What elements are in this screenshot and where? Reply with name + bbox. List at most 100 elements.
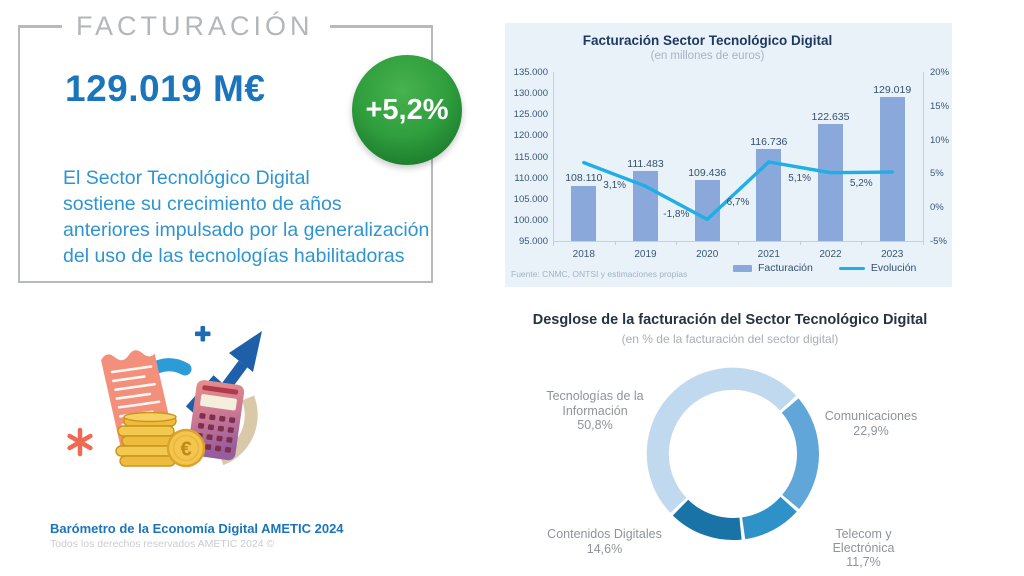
bar-line-plot: 95.000 100.000 105.000 110.000 115.000 120.00… [505, 23, 952, 287]
bar-chart-title: Facturación Sector Tecnológico Digital [582, 33, 833, 48]
donut-chart [646, 367, 820, 541]
growth-badge-value: +5,2% [365, 93, 449, 126]
y-left-tick-label: 105.000 [513, 193, 548, 205]
donut-label-value: 11,7% [846, 555, 881, 569]
bar [633, 171, 658, 241]
footer-title: Barómetro de la Economía Digital AMETIC … [50, 521, 344, 536]
description-line: sostiene su crecimiento de años [63, 193, 342, 215]
donut-label-tecnologias-informacion: Tecnologías de la Información 50,8% [535, 389, 655, 434]
bar [879, 97, 905, 241]
evolution-point-label: 3,1% [603, 180, 627, 192]
revenue-value: 129.019 M€ [65, 68, 266, 109]
donut-label-line: Información [562, 403, 628, 418]
bar-value-label: 111.483 [627, 157, 664, 170]
donut-chart-subtitle: (en % de la facturación del sector digit… [621, 332, 839, 346]
y-axis-right-line [923, 72, 924, 241]
donut-segment-tecnolog-as-de-la-informaci-n [646, 367, 797, 513]
bar [694, 180, 720, 241]
header-dash-left [18, 25, 62, 28]
evolution-point-label: 5,2% [849, 178, 873, 190]
x-axis-tick-mark [553, 241, 554, 245]
donut-label-line: Contenidos Digitales [547, 527, 662, 541]
y-left-tick-label: 125.000 [513, 109, 548, 121]
x-axis-label: 2018 [572, 249, 595, 260]
donut-label-value: 22,9% [853, 423, 889, 438]
evolucion-legend-label: Evolución [870, 262, 917, 274]
x-axis-label: 2020 [696, 249, 719, 260]
donut-chart-title: Desglose de la facturación del Sector Te… [532, 312, 928, 328]
donut-label-line: Telecom y Electrónica [832, 527, 895, 555]
y-right-tick-label: 10% [930, 134, 950, 146]
donut-segment-comunicaciones [781, 398, 820, 509]
footer: Barómetro de la Economía Digital AMETIC … [50, 521, 344, 550]
footer-copyright: Todos los derechos reservados AMETIC 202… [50, 538, 275, 550]
euro-coin-icon: € [166, 428, 206, 468]
facturacion-legend-swatch [733, 264, 752, 272]
chart-legend: Facturación Evolución [733, 262, 916, 274]
description-line: del uso de las tecnologías habilitadoras [63, 245, 405, 267]
x-axis-tick-mark [676, 241, 678, 245]
x-axis-label: 2019 [634, 249, 657, 260]
y-left-tick-label: 130.000 [513, 88, 548, 100]
bar-value-label: 122.635 [811, 110, 850, 123]
donut-segment-telecom-y-electr-nica [742, 496, 797, 540]
x-axis-label: 2022 [819, 249, 842, 260]
evolution-point-label: 6,7% [726, 196, 750, 208]
donut-label-value: 50,8% [577, 418, 613, 432]
bar-value-label: 129.019 [873, 83, 912, 96]
donut-label-value: 14,6% [586, 541, 623, 556]
x-axis-tick-mark [923, 241, 924, 245]
header-dash-right [329, 25, 433, 28]
y-left-tick-label: 120.000 [513, 130, 548, 142]
donut-label-line: Comunicaciones [824, 409, 918, 423]
facturacion-box: FACTURACIÓN 129.019 M€ +5,2% El Sector T… [18, 11, 462, 283]
y-right-tick-label: 20% [930, 67, 950, 78]
donut-label-telecom-electronica: Telecom y Electrónica 11,7% [806, 527, 921, 571]
description-line: anteriores impulsado por la generalizaci… [63, 219, 430, 241]
finance-illustration-svg: € [67, 326, 262, 468]
facturacion-header: FACTURACIÓN [18, 11, 433, 42]
donut-label-line: Tecnologías de la [546, 389, 644, 403]
donut-label-comunicaciones: Comunicaciones 22,9% [816, 409, 926, 439]
source-note: Fuente: CNMC, ONTSI y estimaciones propi… [511, 269, 688, 279]
description-line: El Sector Tecnológico Digital [63, 167, 310, 189]
plus-icon [195, 326, 211, 342]
x-axis-tick-mark [861, 241, 863, 245]
y-left-tick-label: 100.000 [513, 214, 548, 226]
y-left-tick-label: 135.000 [513, 67, 548, 78]
evolution-point-label: -1,8% [663, 208, 690, 220]
x-axis-label: 2023 [881, 249, 904, 260]
donut-label-contenidos-digitales: Contenidos Digitales 14,6% [547, 527, 662, 557]
facturacion-legend-label: Facturación [758, 262, 813, 274]
x-axis-tick-mark [738, 241, 739, 245]
bar-chart-subtitle: (en millones de euros) [650, 50, 765, 62]
y-axis-left-line [553, 72, 554, 246]
evolution-point-label: 5,1% [788, 173, 812, 185]
bar [571, 185, 597, 241]
sector-description: El Sector Tecnológico Digital sostiene s… [63, 165, 429, 269]
y-right-tick-label: -5% [930, 236, 947, 247]
y-left-tick-label: 110.000 [514, 172, 548, 184]
bar-value-label: 109.436 [688, 166, 727, 179]
asterisk-icon [67, 427, 93, 457]
x-axis-label: 2021 [757, 249, 780, 260]
bar-value-label: 116.736 [750, 135, 788, 148]
y-right-tick-label: 5% [930, 168, 944, 180]
evolucion-legend-swatch [838, 266, 865, 270]
x-axis-tick-mark [799, 241, 801, 245]
facturacion-title: FACTURACIÓN [76, 11, 314, 41]
svg-text:€: € [180, 439, 191, 461]
bar-chart-panel: Facturación Sector Tecnológico Digital (… [505, 23, 952, 287]
x-axis-tick-mark [614, 241, 616, 245]
growth-badge: +5,2% [352, 55, 462, 165]
y-right-tick-label: 0% [930, 202, 944, 214]
y-left-tick-label: 115.000 [514, 151, 548, 163]
bar [756, 149, 782, 241]
finance-illustration: € [62, 320, 277, 520]
y-left-tick-label: 95.000 [518, 236, 548, 247]
donut-chart-panel: Desglose de la facturación del Sector Te… [505, 300, 1024, 570]
donut-segment-contenidos-digitales [672, 499, 742, 541]
y-right-tick-label: 15% [930, 100, 950, 112]
coin-stack-icon [115, 411, 177, 467]
